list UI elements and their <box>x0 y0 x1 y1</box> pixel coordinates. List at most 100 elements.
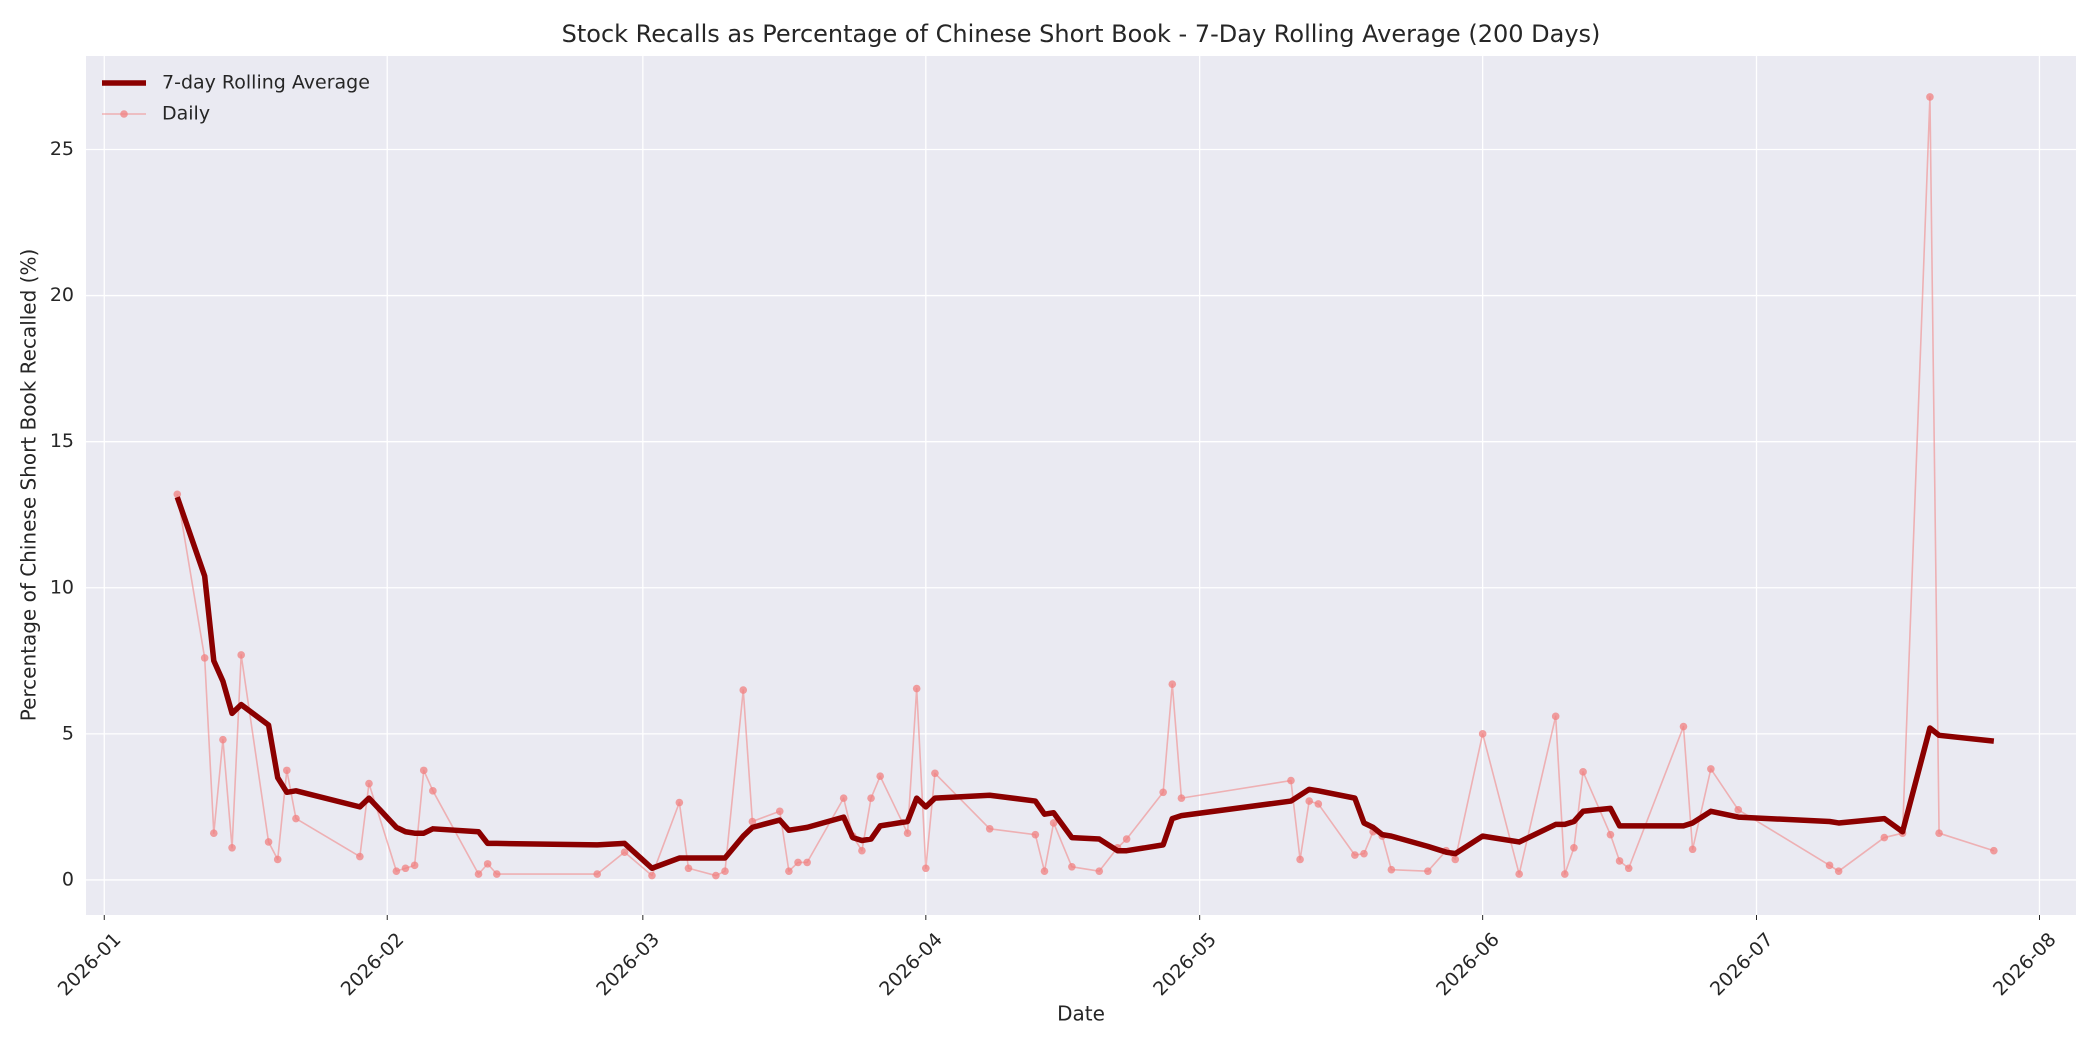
daily-point <box>721 867 729 875</box>
daily-point <box>739 686 748 694</box>
daily-point <box>1825 861 1834 870</box>
plot-background <box>86 56 2076 915</box>
x-tick-label: 2026-02 <box>337 929 409 1001</box>
daily-point <box>1926 93 1934 101</box>
daily-point <box>292 814 300 823</box>
daily-point <box>1551 712 1560 721</box>
daily-point <box>1095 867 1104 875</box>
daily-point <box>1624 864 1633 873</box>
daily-point <box>429 787 437 795</box>
chart-title: Stock Recalls as Percentage of Chinese S… <box>562 20 1601 48</box>
daily-point <box>1287 776 1295 785</box>
daily-point <box>858 846 866 855</box>
daily-point <box>876 772 884 781</box>
daily-point <box>1159 788 1167 797</box>
daily-point <box>675 798 684 807</box>
daily-point <box>1478 730 1487 738</box>
y-tick-label: 25 <box>50 138 74 160</box>
daily-point <box>200 654 209 662</box>
daily-point <box>273 855 282 864</box>
daily-point <box>1031 830 1040 839</box>
x-tick-label: 2026-08 <box>1989 929 2061 1001</box>
daily-point <box>410 861 419 870</box>
rolling-line <box>174 496 1995 871</box>
daily-point <box>1570 843 1578 852</box>
legend: 7-day Rolling Average Daily <box>102 72 370 125</box>
daily-point <box>237 651 245 659</box>
daily-point <box>1606 830 1615 839</box>
legend-marker <box>120 110 128 118</box>
daily-point <box>620 848 629 856</box>
daily-point <box>1305 797 1314 805</box>
daily-point <box>283 766 291 775</box>
daily-point <box>209 829 218 837</box>
daily-point <box>712 871 720 880</box>
daily-point <box>1935 829 1943 837</box>
daily-point <box>1834 867 1843 875</box>
daily-point <box>867 794 875 802</box>
daily-point <box>748 817 757 826</box>
daily-point <box>1734 806 1743 814</box>
daily-point <box>1561 870 1569 878</box>
daily-point <box>173 490 182 499</box>
y-tick-label: 20 <box>50 284 74 306</box>
daily-point <box>775 807 784 816</box>
daily-point <box>931 769 939 778</box>
daily-point <box>1387 865 1396 874</box>
daily-point <box>492 870 501 878</box>
daily-point <box>1990 846 1998 855</box>
y-tick-label: 5 <box>62 722 74 744</box>
daily-point <box>1296 855 1304 864</box>
daily-point <box>785 867 793 875</box>
daily-point <box>483 860 492 868</box>
daily-point <box>1451 855 1460 864</box>
daily-point <box>1707 765 1715 773</box>
x-tick-label: 2026-05 <box>1149 929 1221 1001</box>
marks <box>173 93 1998 880</box>
daily-point <box>1679 722 1688 731</box>
daily-point <box>903 829 912 837</box>
daily-point <box>1040 867 1049 875</box>
daily-point <box>228 843 236 852</box>
x-tick-label: 2026-07 <box>1706 929 1778 1001</box>
daily-point <box>1122 835 1131 843</box>
daily-point <box>803 858 811 867</box>
daily-point <box>392 867 401 875</box>
x-tick-label: 2026-03 <box>592 929 664 1001</box>
daily-point <box>365 779 373 788</box>
daily-point <box>1424 867 1432 875</box>
daily-point <box>1579 768 1587 776</box>
daily-point <box>593 870 601 878</box>
daily-point <box>1177 794 1186 802</box>
legend-label: 7-day Rolling Average <box>162 72 370 94</box>
y-tick-label: 0 <box>62 868 74 890</box>
x-tick-label: 2026-04 <box>875 929 947 1001</box>
daily-point <box>794 858 802 867</box>
legend-label: Daily <box>162 103 210 125</box>
x-axis-label: Date <box>1057 1002 1105 1026</box>
daily-point <box>1168 680 1177 688</box>
daily-point <box>1049 819 1058 827</box>
daily-point <box>912 684 921 693</box>
daily-point <box>219 735 227 744</box>
daily-point <box>1688 845 1697 854</box>
daily-point <box>1515 870 1523 878</box>
daily-point <box>985 825 994 833</box>
daily-point <box>264 838 273 846</box>
daily-point <box>1615 857 1624 865</box>
daily-point <box>1351 851 1359 859</box>
daily-point <box>1880 833 1889 842</box>
daily-point <box>401 864 410 873</box>
y-tick-label: 10 <box>50 576 74 598</box>
daily-point <box>922 864 930 873</box>
x-tick-label: 2026-01 <box>54 929 126 1001</box>
grid <box>86 56 2076 915</box>
y-axis-label: Percentage of Chinese Short Book Recalle… <box>17 249 41 722</box>
y-tick-label: 15 <box>50 430 74 452</box>
daily-point <box>1360 849 1368 858</box>
daily-point <box>474 870 483 878</box>
daily-point <box>419 766 428 775</box>
daily-point <box>684 864 693 873</box>
